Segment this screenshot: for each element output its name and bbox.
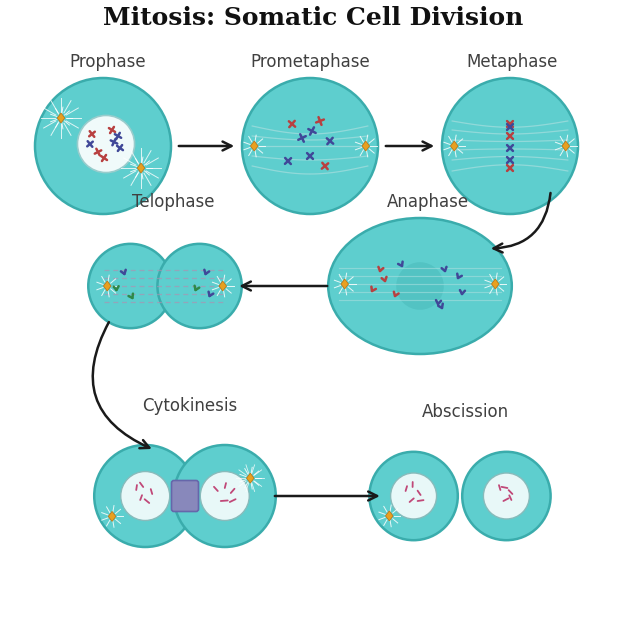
- Text: Abscission: Abscission: [421, 403, 508, 421]
- Polygon shape: [341, 279, 349, 289]
- Polygon shape: [103, 281, 111, 291]
- Circle shape: [121, 471, 170, 520]
- Circle shape: [35, 78, 171, 214]
- Polygon shape: [451, 141, 458, 151]
- Polygon shape: [108, 511, 116, 521]
- Text: Anaphase: Anaphase: [387, 193, 469, 211]
- Ellipse shape: [328, 218, 512, 354]
- Polygon shape: [491, 279, 499, 289]
- Polygon shape: [57, 113, 64, 123]
- Circle shape: [157, 244, 242, 328]
- Text: Metaphase: Metaphase: [466, 53, 558, 71]
- Circle shape: [391, 473, 436, 519]
- Text: Prophase: Prophase: [69, 53, 146, 71]
- Text: Mitosis: Somatic Cell Division: Mitosis: Somatic Cell Division: [103, 6, 523, 30]
- Polygon shape: [137, 163, 145, 173]
- Polygon shape: [362, 141, 369, 151]
- Polygon shape: [247, 473, 254, 483]
- Circle shape: [78, 115, 135, 173]
- Circle shape: [442, 78, 578, 214]
- FancyBboxPatch shape: [172, 481, 198, 511]
- Text: Telophase: Telophase: [131, 193, 214, 211]
- Circle shape: [88, 244, 173, 328]
- Circle shape: [95, 445, 196, 547]
- Polygon shape: [562, 141, 570, 151]
- Circle shape: [483, 473, 530, 519]
- Circle shape: [200, 471, 249, 520]
- Circle shape: [174, 445, 276, 547]
- Circle shape: [369, 452, 458, 540]
- Polygon shape: [219, 281, 227, 291]
- Circle shape: [462, 452, 551, 540]
- Polygon shape: [386, 511, 393, 521]
- Circle shape: [396, 262, 444, 310]
- Circle shape: [242, 78, 378, 214]
- Text: Prometaphase: Prometaphase: [250, 53, 370, 71]
- Text: Cytokinesis: Cytokinesis: [142, 397, 238, 415]
- Polygon shape: [250, 141, 258, 151]
